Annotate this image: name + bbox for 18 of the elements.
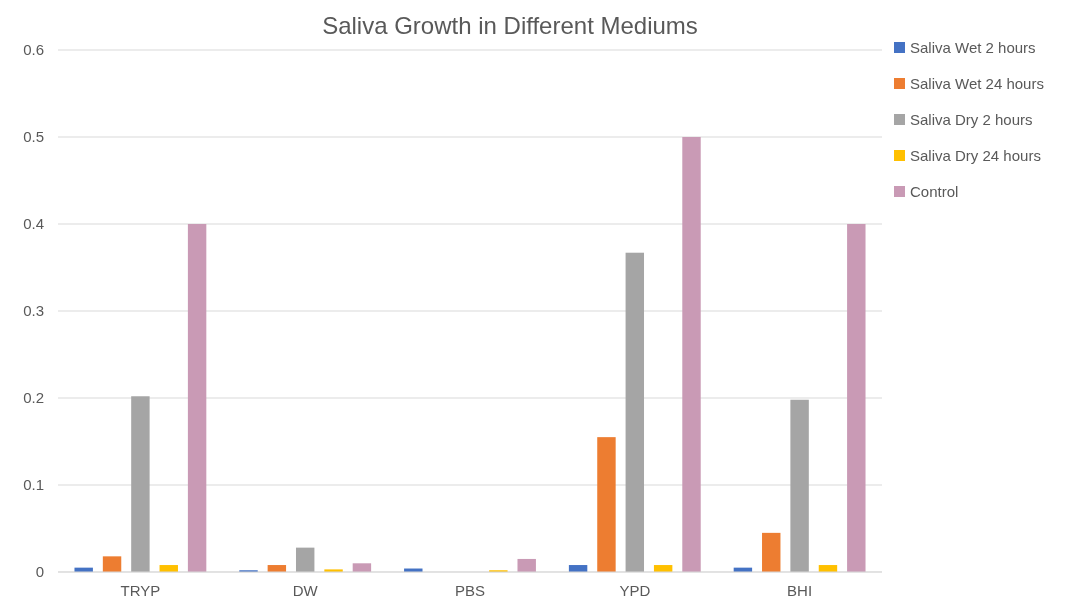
y-tick-label: 0.5 [23, 128, 44, 146]
x-tick-label: TRYP [120, 582, 161, 599]
legend-label: Saliva Dry 24 hours [910, 147, 1041, 165]
legend-label: Saliva Wet 2 hours [910, 39, 1036, 57]
x-tick-label: PBS [454, 582, 486, 599]
x-tick-label: BHI [787, 582, 813, 599]
y-tick-label: 0.2 [23, 389, 44, 407]
x-tick-label: YPD [619, 582, 651, 599]
y-tick-label: 0.6 [23, 41, 44, 59]
legend-label: Control [910, 183, 959, 201]
y-tick-label: 0.1 [23, 476, 44, 494]
y-tick-label: 0 [35, 563, 44, 581]
legend-label: Saliva Wet 24 hours [910, 75, 1044, 93]
chart-title: Saliva Growth in Different Mediums [322, 12, 698, 39]
y-tick-label: 0.3 [23, 302, 44, 320]
y-tick-label: 0.4 [23, 215, 44, 233]
legend-label: Saliva Dry 2 hours [910, 111, 1033, 129]
x-tick-label: DW [292, 582, 319, 599]
